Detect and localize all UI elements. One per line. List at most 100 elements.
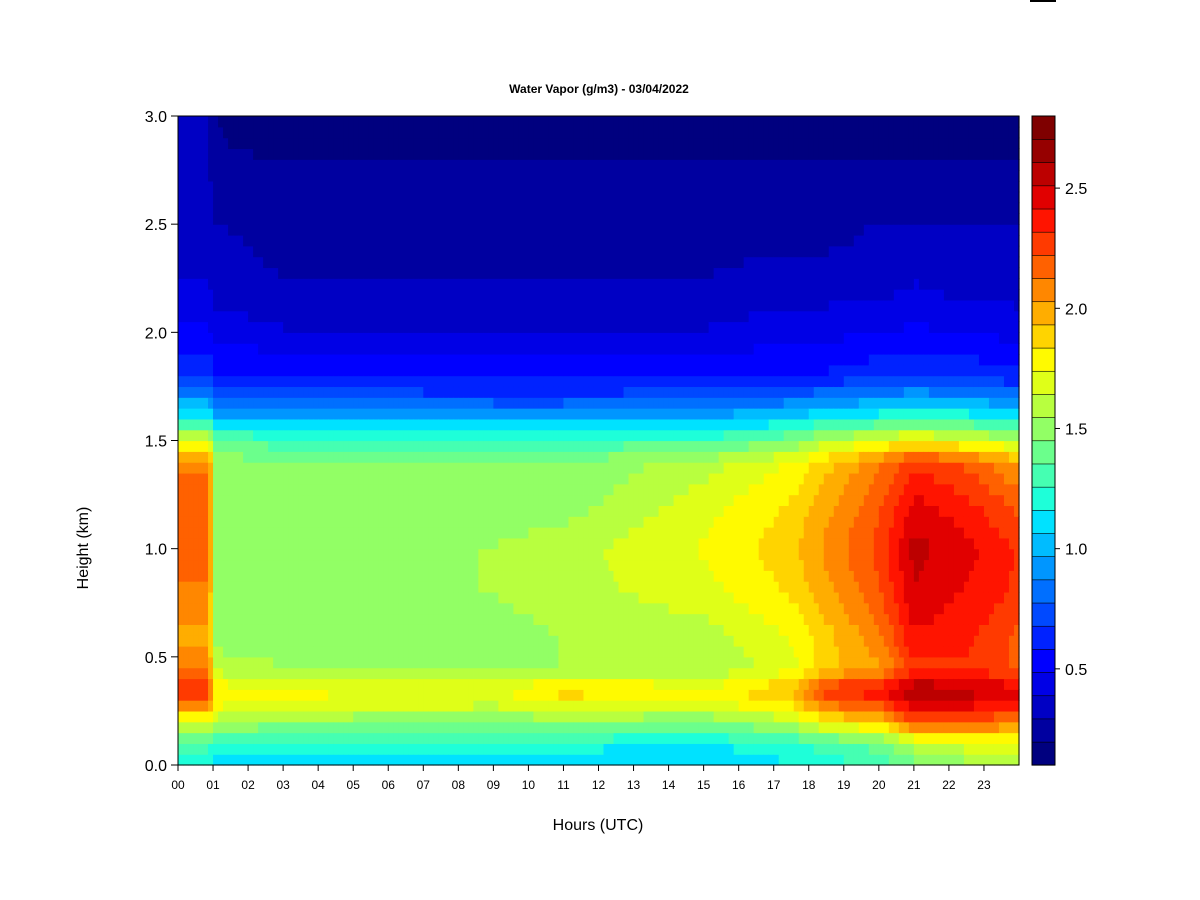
- heatmap-cell: [308, 408, 314, 420]
- heatmap-cell: [188, 656, 194, 669]
- heatmap-cell: [408, 429, 414, 442]
- heatmap-cell: [458, 732, 464, 744]
- heatmap-cell: [393, 234, 399, 247]
- heatmap-cell: [298, 386, 304, 398]
- heatmap-cell: [408, 754, 414, 766]
- heatmap-cell: [388, 116, 394, 128]
- heatmap-cell: [428, 321, 434, 333]
- heatmap-cell: [178, 667, 184, 680]
- heatmap-cell: [493, 126, 499, 139]
- heatmap-cell: [253, 397, 259, 409]
- heatmap-cell: [213, 418, 219, 431]
- heatmap-cell: [553, 364, 560, 377]
- heatmap-cell: [298, 505, 304, 517]
- heatmap-cell: [343, 472, 349, 485]
- heatmap-cell: [528, 635, 535, 647]
- heatmap-cell: [458, 364, 464, 377]
- heatmap-cell: [243, 343, 249, 355]
- heatmap-cell: [458, 213, 464, 225]
- heatmap-cell: [578, 202, 585, 214]
- heatmap-cell: [418, 126, 424, 139]
- heatmap-cell: [343, 494, 349, 506]
- heatmap-cell: [268, 375, 274, 388]
- heatmap-cell: [453, 332, 459, 344]
- heatmap-cell: [528, 180, 535, 193]
- heatmap-cell: [448, 743, 454, 755]
- heatmap-cell: [518, 483, 525, 496]
- heatmap-cell: [248, 148, 254, 160]
- heatmap-cell: [178, 678, 184, 690]
- heatmap-cell: [423, 732, 429, 744]
- heatmap-cell: [193, 234, 199, 247]
- heatmap-cell: [378, 418, 384, 431]
- heatmap-cell: [363, 332, 369, 344]
- heatmap-cell: [308, 537, 314, 550]
- heatmap-cell: [433, 548, 439, 561]
- heatmap-cell: [488, 754, 494, 766]
- heatmap-cell: [333, 494, 339, 506]
- heatmap-cell: [328, 289, 334, 301]
- heatmap-cell: [178, 224, 184, 236]
- heatmap-cell: [523, 678, 530, 690]
- heatmap-cell: [388, 137, 394, 150]
- heatmap-cell: [458, 126, 464, 139]
- heatmap-cell: [578, 635, 585, 647]
- heatmap-cell: [438, 191, 444, 204]
- heatmap-cell: [463, 581, 469, 593]
- heatmap-cell: [318, 418, 324, 431]
- heatmap-cell: [553, 408, 560, 420]
- heatmap-cell: [548, 689, 555, 701]
- heatmap-cell: [373, 743, 379, 755]
- heatmap-cell: [413, 343, 419, 355]
- heatmap-cell: [488, 700, 494, 712]
- heatmap-cell: [248, 321, 254, 333]
- heatmap-cell: [428, 202, 434, 214]
- heatmap-cell: [398, 710, 404, 723]
- heatmap-cell: [383, 613, 389, 625]
- heatmap-cell: [418, 537, 424, 550]
- heatmap-cell: [333, 537, 339, 550]
- heatmap-cell: [368, 602, 374, 615]
- heatmap-cell: [218, 602, 224, 615]
- heatmap-cell: [308, 635, 314, 647]
- heatmap-cell: [183, 343, 189, 355]
- heatmap-cell: [428, 537, 434, 550]
- heatmap-cell: [483, 289, 489, 301]
- heatmap-cell: [278, 321, 284, 333]
- heatmap-cell: [438, 256, 444, 269]
- heatmap-cell: [438, 591, 444, 604]
- heatmap-cell: [203, 321, 209, 333]
- heatmap-cell: [563, 527, 570, 539]
- heatmap-cell: [233, 191, 239, 204]
- heatmap-cell: [473, 721, 479, 734]
- heatmap-cell: [383, 418, 389, 431]
- heatmap-cell: [438, 635, 444, 647]
- heatmap-cell: [528, 527, 535, 539]
- heatmap-cell: [303, 559, 309, 571]
- heatmap-cell: [253, 170, 259, 182]
- heatmap-cell: [228, 710, 234, 723]
- heatmap-cell: [428, 375, 434, 388]
- heatmap-cell: [328, 581, 334, 593]
- heatmap-cell: [373, 159, 379, 171]
- heatmap-cell: [548, 656, 555, 669]
- heatmap-cell: [568, 170, 575, 182]
- heatmap-cell: [268, 505, 274, 517]
- heatmap-cell: [343, 418, 349, 431]
- heatmap-cell: [413, 180, 419, 193]
- heatmap-cell: [333, 353, 339, 366]
- heatmap-cell: [488, 505, 494, 517]
- heatmap-cell: [358, 613, 364, 625]
- heatmap-cell: [238, 234, 244, 247]
- heatmap-cell: [318, 116, 324, 128]
- heatmap-cell: [268, 148, 274, 160]
- heatmap-cell: [583, 137, 590, 150]
- heatmap-cell: [593, 591, 600, 604]
- heatmap-cell: [578, 527, 585, 539]
- heatmap-cell: [283, 353, 289, 366]
- heatmap-cell: [248, 516, 254, 528]
- heatmap-cell: [513, 137, 520, 150]
- heatmap-cell: [348, 332, 354, 344]
- heatmap-cell: [263, 332, 269, 344]
- heatmap-cell: [293, 116, 299, 128]
